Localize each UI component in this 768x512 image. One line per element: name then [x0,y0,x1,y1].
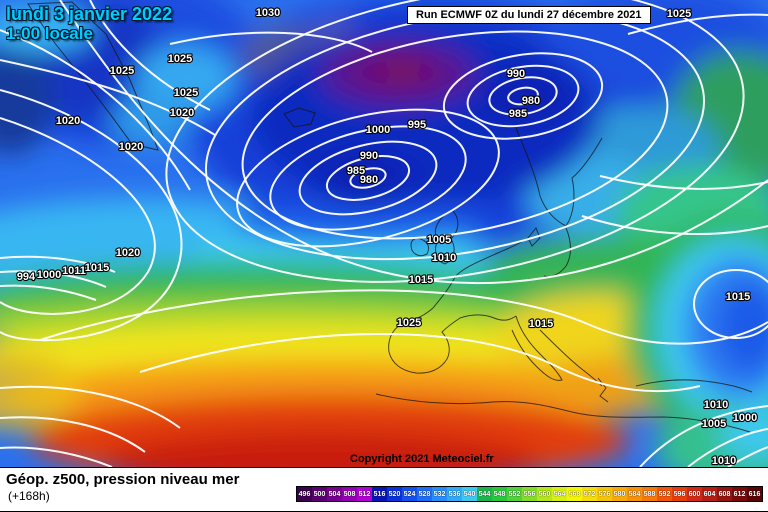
pressure-label: 1020 [56,115,80,127]
pressure-label: 1010 [712,455,736,467]
pressure-label: 1005 [702,418,726,430]
scale-cell: 516 [372,487,387,501]
scale-cell: 508 [342,487,357,501]
scale-cell: 584 [627,487,642,501]
scale-cell: 608 [717,487,732,501]
pressure-label: 1011 [62,265,86,277]
pressure-label: 995 [408,119,426,131]
scale-cell: 564 [552,487,567,501]
run-info-box: Run ECMWF 0Z du lundi 27 décembre 2021 [407,6,651,24]
scale-cell: 528 [417,487,432,501]
local-time-text: 1:00 locale [6,24,93,44]
scale-cell: 612 [732,487,747,501]
scale-cell: 544 [477,487,492,501]
pressure-label: 985 [509,108,527,120]
scale-cell: 540 [462,487,477,501]
scale-cell: 512 [357,487,372,501]
pressure-label: 985 [347,165,365,177]
pressure-label: 1025 [110,65,134,77]
color-scale-bar: 496 500 504 508 512 516 520 524 528 532 536 540 544 5… [296,486,763,502]
scale-cell: 600 [687,487,702,501]
pressure-label: 1020 [119,141,143,153]
forecast-hour: (+168h) [8,489,50,503]
scale-cell: 556 [522,487,537,501]
pressure-label: 1025 [397,317,421,329]
scale-cell: 560 [537,487,552,501]
scale-cell: 588 [642,487,657,501]
scale-cell: 536 [447,487,462,501]
pressure-label: 1010 [432,252,456,264]
pressure-label: 1020 [170,107,194,119]
pressure-label: 1015 [409,274,433,286]
scale-cell: 572 [582,487,597,501]
pressure-label: 1010 [704,399,728,411]
date-overlay: lundi 3 janvier 2022 1:00 locale [6,4,172,43]
map-title: Géop. z500, pression niveau mer [6,471,240,488]
pressure-label: 1000 [366,124,390,136]
pressure-label: 980 [522,95,540,107]
scale-cell: 496 [297,487,312,501]
pressure-label: 1025 [667,8,691,20]
geopotential-field [0,0,768,467]
coastlines [27,1,753,433]
scale-cell: 592 [657,487,672,501]
scale-cell: 520 [387,487,402,501]
pressure-label: 1020 [116,247,140,259]
scale-cell: 576 [597,487,612,501]
scale-cell: 504 [327,487,342,501]
pressure-label: 1000 [37,269,61,281]
isobar-contours [0,0,768,467]
scale-cell: 604 [702,487,717,501]
map-canvas: 1030 1025 1025 1025 1025 1020 1020 1020 1000 995 9… [0,0,768,467]
pressure-label: 1030 [256,7,280,19]
map-svg: 1030 1025 1025 1025 1025 1020 1020 1020 1000 995 9… [0,0,768,467]
pressure-labels: 1030 1025 1025 1025 1025 1020 1020 1020 1000 995 9… [16,6,759,467]
scale-cell: 532 [432,487,447,501]
pressure-label: 1025 [168,53,192,65]
pressure-label: 1000 [733,412,757,424]
pressure-label: 1015 [726,291,750,303]
pressure-label: 990 [507,68,525,80]
pressure-label: 994 [17,271,36,283]
scale-cell: 548 [492,487,507,501]
date-text: lundi 3 janvier 2022 [6,4,173,24]
pressure-label: 1005 [427,234,451,246]
pressure-label: 1025 [174,87,198,99]
pressure-label: 1015 [85,262,109,274]
copyright-text: Copyright 2021 Meteociel.fr [350,453,494,465]
pressure-label: 980 [360,174,378,186]
scale-cell: 596 [672,487,687,501]
scale-cell: 500 [312,487,327,501]
scale-cell: 524 [402,487,417,501]
scale-cell: 568 [567,487,582,501]
pressure-label: 1015 [529,318,553,330]
pressure-label: 990 [360,150,378,162]
scale-cell: 580 [612,487,627,501]
scale-cell: 616 [747,487,762,501]
footer-bar: Géop. z500, pression niveau mer (+168h) … [0,467,768,512]
scale-cell: 552 [507,487,522,501]
